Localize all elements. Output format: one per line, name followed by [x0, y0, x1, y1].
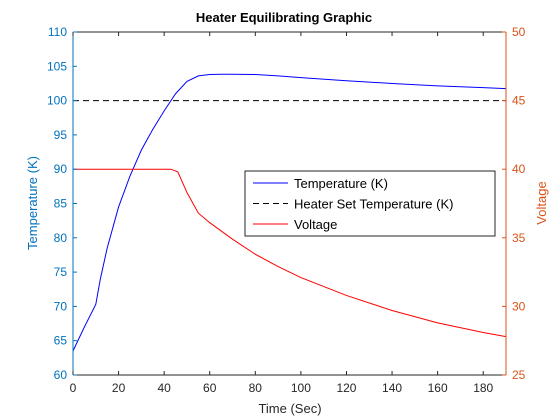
y-left-tick-label: 70	[54, 299, 68, 313]
y-right-tick-label: 35	[512, 231, 526, 245]
x-tick-label: 160	[428, 381, 448, 395]
y-left-tick-label: 100	[47, 94, 67, 108]
x-axis-label: Time (Sec)	[258, 401, 321, 416]
series-line-1	[72, 73, 507, 352]
x-tick-label: 60	[203, 381, 217, 395]
x-tick-label: 100	[291, 381, 311, 395]
y-right-tick-label: 25	[512, 368, 526, 382]
y-left-tick-label: 65	[54, 334, 68, 348]
x-tick-label: 140	[382, 381, 402, 395]
legend-label-2: Heater Set Temperature (K)	[294, 197, 453, 212]
y-left-tick-label: 90	[54, 162, 68, 176]
y-left-tick-label: 105	[47, 59, 67, 73]
x-tick-label: 40	[157, 381, 171, 395]
x-tick-label: 80	[249, 381, 263, 395]
y-left-tick-label: 110	[48, 25, 67, 39]
y-left-tick-label: 75	[54, 265, 68, 279]
y-right-tick-label: 40	[512, 162, 526, 176]
series-line-3	[73, 168, 507, 338]
legend: Temperature (K) Heater Set Temperature (K…	[244, 170, 496, 237]
legend-label-3: Voltage	[294, 217, 337, 232]
x-tick-label: 120	[336, 381, 356, 395]
x-tick-label: 0	[70, 381, 77, 395]
y-right-tick-label: 45	[512, 94, 526, 108]
y-axis-right-label: Voltage	[534, 181, 549, 224]
x-tick-label: 20	[112, 381, 126, 395]
axes: 0 20 40 60 80 100 120 140 160 180 60 65 70 75 80 85 90 95…	[47, 25, 526, 395]
chart-title: Heater Equilibrating Graphic	[196, 10, 372, 25]
y-left-tick-label: 85	[54, 197, 68, 211]
y-axis-left-label: Temperature (K)	[25, 156, 40, 250]
y-left-tick-label: 95	[54, 128, 68, 142]
legend-label-1: Temperature (K)	[294, 176, 388, 191]
x-tick-label: 180	[473, 381, 493, 395]
y-right-tick-label: 50	[512, 25, 526, 39]
plot-area	[72, 73, 507, 352]
y-right-tick-label: 30	[512, 299, 526, 313]
y-left-tick-label: 60	[54, 368, 68, 382]
y-left-tick-label: 80	[54, 231, 68, 245]
